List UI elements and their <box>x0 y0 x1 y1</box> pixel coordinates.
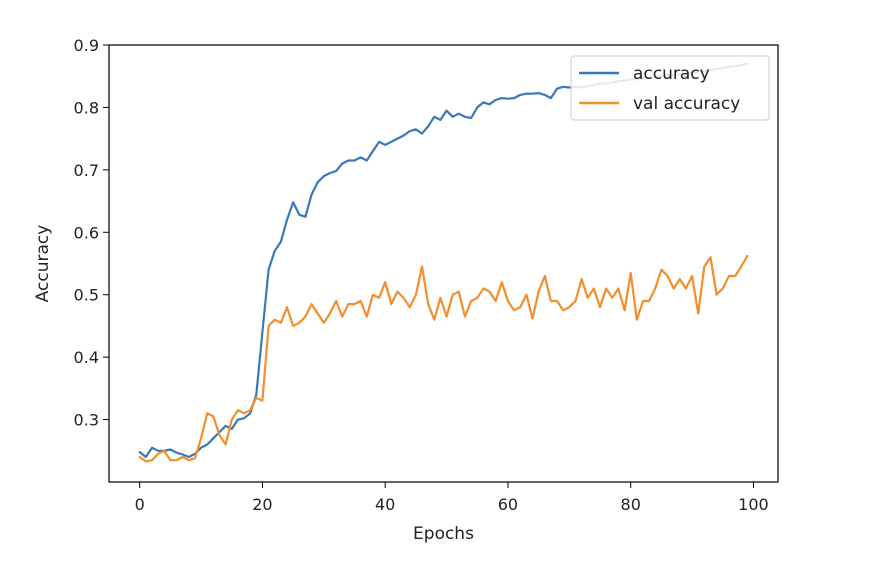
x-tick-label: 20 <box>252 495 272 514</box>
y-axis-label: Accuracy <box>33 225 53 303</box>
legend: accuracy val accuracy <box>570 55 770 121</box>
series-line-val-accuracy <box>138 254 749 463</box>
x-tick-label: 100 <box>738 495 769 514</box>
y-tick-label: 0.5 <box>74 286 99 305</box>
y-tick-label: 0.7 <box>74 161 99 180</box>
x-tick-label: 0 <box>135 495 145 514</box>
x-tick-label: 40 <box>375 495 395 514</box>
y-axis: 0.3 0.4 0.5 0.6 0.7 0.8 0.9 <box>74 36 109 430</box>
series-line-accuracy <box>138 62 749 459</box>
x-axis-label: Epochs <box>413 524 474 544</box>
y-tick-label: 0.3 <box>74 411 99 430</box>
x-tick-label: 80 <box>621 495 641 514</box>
y-tick-label: 0.6 <box>74 223 99 242</box>
legend-label-accuracy: accuracy <box>633 64 710 84</box>
plot-area <box>108 44 779 483</box>
series-layer <box>138 62 749 463</box>
x-tick-label: 60 <box>498 495 518 514</box>
x-axis: 0 20 40 60 80 100 <box>135 482 769 514</box>
y-tick-label: 0.4 <box>74 348 99 367</box>
y-tick-label: 0.8 <box>74 98 99 117</box>
legend-box <box>570 55 770 121</box>
y-tick-label: 0.9 <box>74 36 99 55</box>
legend-label-val-accuracy: val accuracy <box>633 94 740 114</box>
